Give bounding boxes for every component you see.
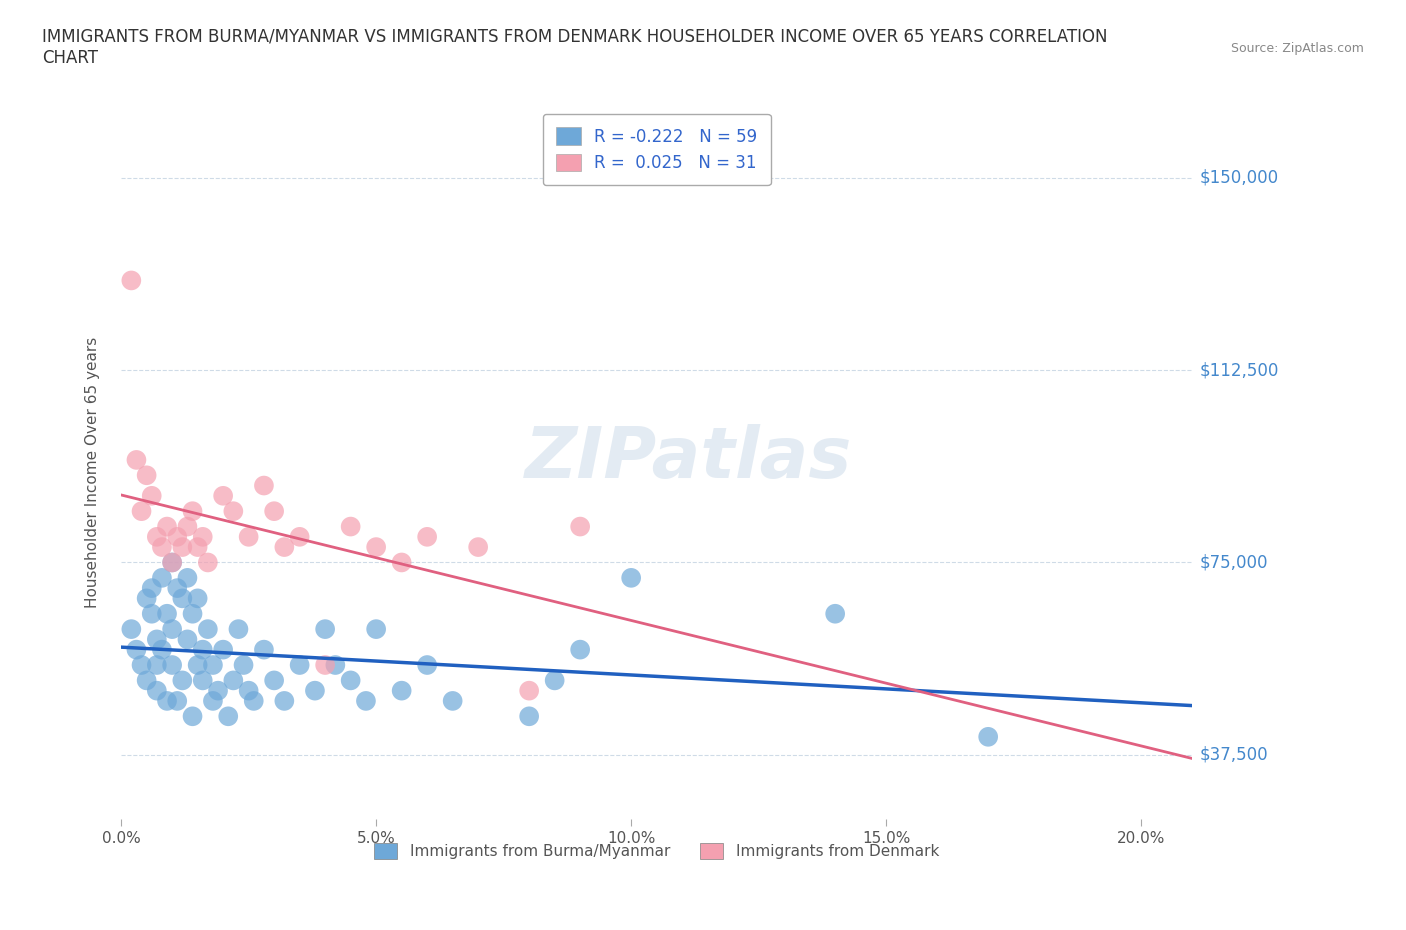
Point — [304, 684, 326, 698]
Point — [150, 539, 173, 554]
Point — [135, 468, 157, 483]
Point — [141, 606, 163, 621]
Point — [222, 673, 245, 688]
Point — [517, 709, 540, 724]
Point — [366, 539, 388, 554]
Point — [212, 488, 235, 503]
Text: $150,000: $150,000 — [1199, 169, 1278, 187]
Point — [517, 684, 540, 698]
Text: $112,500: $112,500 — [1199, 361, 1278, 379]
Point — [325, 658, 347, 672]
Point — [263, 504, 285, 519]
Point — [131, 658, 153, 672]
Point — [187, 658, 209, 672]
Point — [191, 673, 214, 688]
Point — [146, 632, 169, 647]
Point — [569, 643, 592, 658]
Point — [160, 555, 183, 570]
Point — [391, 555, 413, 570]
Point — [176, 570, 198, 585]
Point — [146, 658, 169, 672]
Text: Source: ZipAtlas.com: Source: ZipAtlas.com — [1230, 42, 1364, 55]
Point — [242, 694, 264, 709]
Point — [222, 504, 245, 519]
Point — [146, 684, 169, 698]
Point — [156, 519, 179, 534]
Point — [416, 529, 439, 544]
Point — [253, 478, 276, 493]
Point — [467, 539, 489, 554]
Y-axis label: Householder Income Over 65 years: Householder Income Over 65 years — [86, 337, 100, 608]
Point — [131, 504, 153, 519]
Point — [263, 673, 285, 688]
Point — [569, 519, 592, 534]
Point — [977, 729, 1000, 744]
Point — [150, 643, 173, 658]
Point — [416, 658, 439, 672]
Point — [156, 606, 179, 621]
Point — [201, 694, 224, 709]
Point — [354, 694, 377, 709]
Point — [135, 591, 157, 605]
Point — [339, 673, 361, 688]
Point — [238, 684, 260, 698]
Point — [288, 658, 311, 672]
Point — [207, 684, 229, 698]
Point — [176, 632, 198, 647]
Point — [191, 529, 214, 544]
Point — [125, 453, 148, 468]
Point — [314, 621, 336, 636]
Legend: Immigrants from Burma/Myanmar, Immigrants from Denmark: Immigrants from Burma/Myanmar, Immigrant… — [367, 835, 946, 867]
Point — [543, 673, 565, 688]
Point — [232, 658, 254, 672]
Point — [135, 673, 157, 688]
Point — [166, 529, 188, 544]
Point — [197, 555, 219, 570]
Point — [172, 591, 194, 605]
Point — [172, 539, 194, 554]
Point — [172, 673, 194, 688]
Point — [273, 539, 295, 554]
Point — [191, 643, 214, 658]
Point — [366, 621, 388, 636]
Point — [150, 570, 173, 585]
Point — [228, 621, 250, 636]
Point — [273, 694, 295, 709]
Point — [339, 519, 361, 534]
Point — [620, 570, 643, 585]
Point — [187, 539, 209, 554]
Point — [212, 643, 235, 658]
Point — [120, 273, 142, 288]
Point — [288, 529, 311, 544]
Point — [146, 529, 169, 544]
Point — [141, 580, 163, 595]
Point — [253, 643, 276, 658]
Point — [197, 621, 219, 636]
Text: $75,000: $75,000 — [1199, 553, 1268, 571]
Point — [166, 580, 188, 595]
Point — [181, 504, 204, 519]
Text: ZIPatlas: ZIPatlas — [524, 424, 852, 494]
Text: IMMIGRANTS FROM BURMA/MYANMAR VS IMMIGRANTS FROM DENMARK HOUSEHOLDER INCOME OVER: IMMIGRANTS FROM BURMA/MYANMAR VS IMMIGRA… — [42, 28, 1108, 67]
Point — [160, 621, 183, 636]
Point — [160, 555, 183, 570]
Point — [187, 591, 209, 605]
Point — [314, 658, 336, 672]
Point — [217, 709, 239, 724]
Point — [824, 606, 846, 621]
Point — [176, 519, 198, 534]
Point — [441, 694, 464, 709]
Point — [391, 684, 413, 698]
Point — [181, 606, 204, 621]
Point — [160, 658, 183, 672]
Point — [120, 621, 142, 636]
Point — [156, 694, 179, 709]
Text: $37,500: $37,500 — [1199, 746, 1268, 764]
Point — [141, 488, 163, 503]
Point — [181, 709, 204, 724]
Point — [238, 529, 260, 544]
Point — [125, 643, 148, 658]
Point — [201, 658, 224, 672]
Point — [166, 694, 188, 709]
